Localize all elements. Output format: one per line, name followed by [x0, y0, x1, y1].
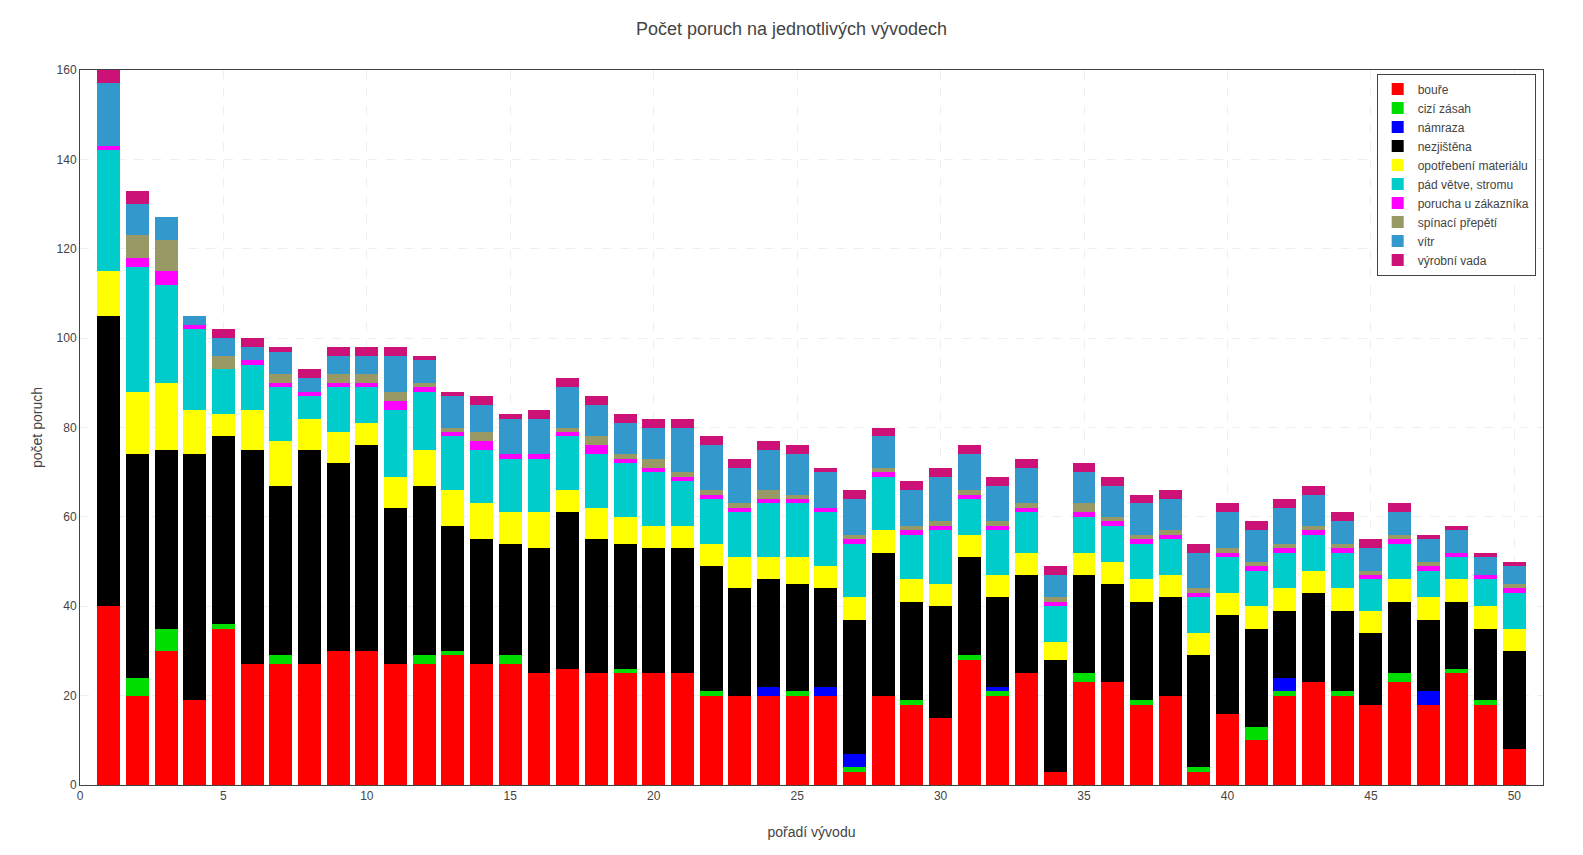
- svg-text:50: 50: [1508, 789, 1522, 803]
- svg-text:35: 35: [1077, 789, 1091, 803]
- svg-text:vítr: vítr: [1418, 235, 1435, 249]
- svg-text:60: 60: [63, 510, 77, 524]
- svg-text:0: 0: [77, 789, 84, 803]
- svg-text:0: 0: [70, 778, 77, 792]
- svg-text:nezjištěna: nezjištěna: [1418, 140, 1472, 154]
- svg-text:30: 30: [934, 789, 948, 803]
- svg-text:140: 140: [57, 153, 77, 167]
- svg-text:100: 100: [57, 331, 77, 345]
- svg-text:opotřebení materiálu: opotřebení materiálu: [1418, 159, 1528, 173]
- svg-text:20: 20: [63, 689, 77, 703]
- svg-text:počet poruch: počet poruch: [29, 387, 45, 468]
- svg-text:80: 80: [63, 421, 77, 435]
- svg-text:40: 40: [1221, 789, 1235, 803]
- svg-text:40: 40: [63, 599, 77, 613]
- svg-text:porucha u zákazníka: porucha u zákazníka: [1418, 197, 1529, 211]
- svg-text:160: 160: [57, 63, 77, 77]
- svg-text:10: 10: [360, 789, 374, 803]
- svg-text:pád větve, stromu: pád větve, stromu: [1418, 178, 1513, 192]
- svg-text:spínací přepětí: spínací přepětí: [1418, 216, 1498, 230]
- svg-text:120: 120: [57, 242, 77, 256]
- svg-text:45: 45: [1364, 789, 1378, 803]
- svg-text:výrobní vada: výrobní vada: [1418, 254, 1487, 268]
- svg-text:cizí zásah: cizí zásah: [1418, 102, 1471, 116]
- svg-text:20: 20: [647, 789, 661, 803]
- svg-text:Počet poruch na jednotlivých v: Počet poruch na jednotlivých vývodech: [636, 19, 947, 39]
- svg-text:bouře: bouře: [1418, 83, 1449, 97]
- svg-text:5: 5: [220, 789, 227, 803]
- svg-text:25: 25: [790, 789, 804, 803]
- svg-text:pořadí vývodu: pořadí vývodu: [768, 824, 856, 840]
- svg-text:15: 15: [504, 789, 518, 803]
- svg-text:námraza: námraza: [1418, 121, 1465, 135]
